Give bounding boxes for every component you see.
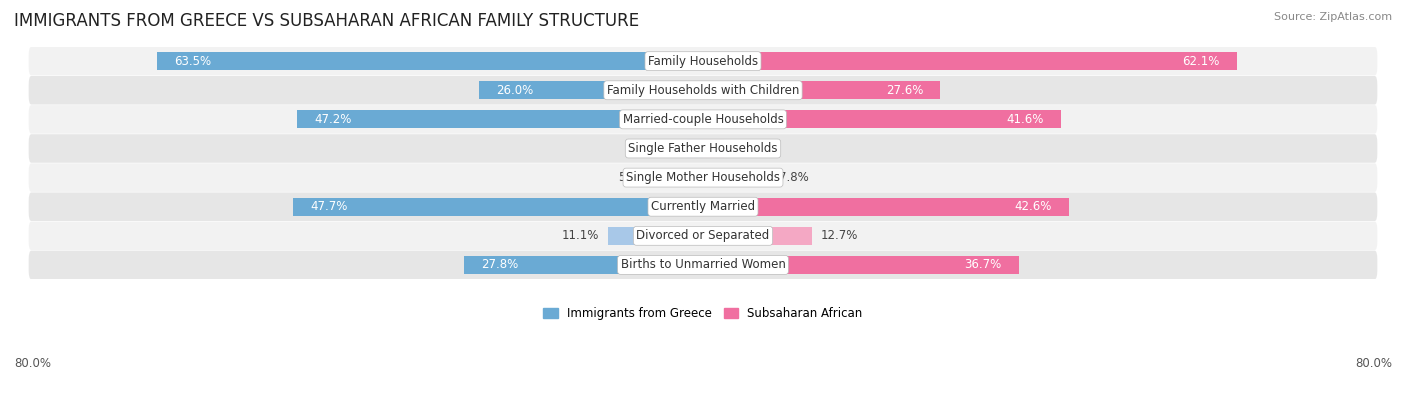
Text: 11.1%: 11.1% bbox=[561, 229, 599, 242]
FancyBboxPatch shape bbox=[28, 47, 1378, 75]
FancyBboxPatch shape bbox=[28, 76, 1378, 105]
Text: Single Mother Households: Single Mother Households bbox=[626, 171, 780, 184]
Text: 7.8%: 7.8% bbox=[779, 171, 808, 184]
Legend: Immigrants from Greece, Subsaharan African: Immigrants from Greece, Subsaharan Afric… bbox=[538, 303, 868, 325]
Bar bbox=[703, 169, 770, 186]
Text: 1.9%: 1.9% bbox=[648, 142, 678, 155]
Text: 80.0%: 80.0% bbox=[1355, 357, 1392, 370]
Bar bbox=[479, 81, 703, 99]
Text: Births to Unmarried Women: Births to Unmarried Women bbox=[620, 258, 786, 271]
Bar bbox=[686, 139, 703, 158]
Text: Divorced or Separated: Divorced or Separated bbox=[637, 229, 769, 242]
Text: 27.6%: 27.6% bbox=[886, 84, 924, 97]
Text: 80.0%: 80.0% bbox=[14, 357, 51, 370]
Bar bbox=[657, 169, 703, 186]
Bar bbox=[703, 227, 813, 245]
Text: Married-couple Households: Married-couple Households bbox=[623, 113, 783, 126]
Bar bbox=[703, 139, 724, 158]
Text: 36.7%: 36.7% bbox=[965, 258, 1001, 271]
Text: Currently Married: Currently Married bbox=[651, 200, 755, 213]
Text: 47.7%: 47.7% bbox=[309, 200, 347, 213]
Text: 2.4%: 2.4% bbox=[733, 142, 762, 155]
Bar bbox=[464, 256, 703, 274]
Bar bbox=[297, 110, 703, 128]
FancyBboxPatch shape bbox=[28, 134, 1378, 163]
Bar bbox=[157, 52, 703, 70]
Text: 5.4%: 5.4% bbox=[619, 171, 648, 184]
FancyBboxPatch shape bbox=[28, 105, 1378, 134]
Text: 41.6%: 41.6% bbox=[1007, 113, 1043, 126]
FancyBboxPatch shape bbox=[28, 251, 1378, 279]
Text: 62.1%: 62.1% bbox=[1182, 55, 1220, 68]
Bar bbox=[703, 110, 1060, 128]
Bar bbox=[703, 81, 941, 99]
FancyBboxPatch shape bbox=[28, 222, 1378, 250]
Text: 12.7%: 12.7% bbox=[821, 229, 858, 242]
Bar bbox=[703, 52, 1237, 70]
Bar bbox=[607, 227, 703, 245]
Text: 63.5%: 63.5% bbox=[174, 55, 211, 68]
Text: 27.8%: 27.8% bbox=[481, 258, 519, 271]
Bar bbox=[703, 198, 1070, 216]
Text: Single Father Households: Single Father Households bbox=[628, 142, 778, 155]
Text: 47.2%: 47.2% bbox=[315, 113, 352, 126]
Text: Family Households: Family Households bbox=[648, 55, 758, 68]
FancyBboxPatch shape bbox=[28, 192, 1378, 221]
Bar bbox=[292, 198, 703, 216]
FancyBboxPatch shape bbox=[28, 164, 1378, 192]
Bar bbox=[703, 256, 1018, 274]
Text: IMMIGRANTS FROM GREECE VS SUBSAHARAN AFRICAN FAMILY STRUCTURE: IMMIGRANTS FROM GREECE VS SUBSAHARAN AFR… bbox=[14, 12, 640, 30]
Text: Source: ZipAtlas.com: Source: ZipAtlas.com bbox=[1274, 12, 1392, 22]
Text: 26.0%: 26.0% bbox=[496, 84, 534, 97]
Text: 42.6%: 42.6% bbox=[1015, 200, 1052, 213]
Text: Family Households with Children: Family Households with Children bbox=[607, 84, 799, 97]
